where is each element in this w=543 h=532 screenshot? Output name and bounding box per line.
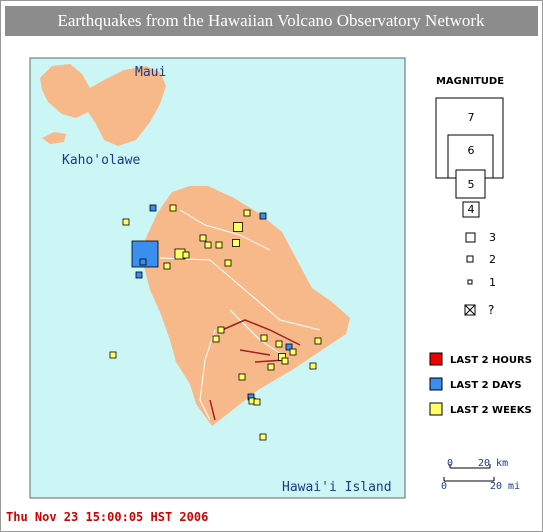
quake-marker	[238, 373, 246, 381]
mag-box	[467, 279, 473, 285]
map: Maui Kaho'olawe Hawai'i Island	[29, 57, 406, 499]
quake-marker	[243, 209, 251, 217]
legend-heading: MAGNITUDE	[436, 76, 504, 87]
scale-label: 20 km	[478, 458, 508, 469]
quake-marker	[224, 259, 232, 267]
quake-marker	[309, 362, 317, 370]
quake-marker	[204, 241, 212, 249]
quake-markers	[109, 204, 322, 441]
quake-marker	[233, 222, 243, 232]
quake-marker	[169, 204, 177, 212]
mag-label: 3	[489, 231, 496, 244]
quake-marker	[253, 398, 261, 406]
quake-marker	[217, 326, 225, 334]
mag-box	[462, 201, 480, 218]
swatch-red	[429, 352, 443, 366]
quake-marker	[267, 363, 275, 371]
mag-label: 7	[468, 111, 475, 124]
quake-marker	[281, 357, 289, 365]
quake-marker	[199, 234, 207, 242]
quake-marker	[182, 251, 190, 259]
lava-flows	[209, 319, 301, 421]
scale-label: 20 mi	[490, 481, 520, 492]
quake-marker	[259, 212, 267, 220]
quake-marker	[122, 218, 130, 226]
quake-marker	[259, 433, 267, 441]
time-label: LAST 2 WEEKS	[450, 405, 532, 416]
island-kahoolawe	[42, 132, 66, 144]
mag-box	[466, 255, 474, 263]
quake-marker	[149, 204, 157, 212]
island-hawaii	[144, 186, 350, 426]
map-label: Maui	[135, 65, 166, 80]
cross	[464, 304, 476, 316]
quake-marker	[314, 337, 322, 345]
map-label: Hawai'i Island	[282, 480, 392, 495]
quake-marker	[135, 271, 143, 279]
mag-label: 4	[468, 203, 475, 216]
mag-label: 5	[468, 178, 475, 191]
scale-bar	[443, 464, 495, 482]
quake-marker	[289, 348, 297, 356]
mag-label: 6	[468, 144, 475, 157]
title: Earthquakes from the Hawaiian Volcano Ob…	[57, 11, 485, 30]
mag-label: 2	[489, 253, 496, 266]
title-bar	[5, 6, 538, 36]
mag-box	[465, 232, 476, 243]
map-label: Kaho'olawe	[62, 153, 140, 168]
quake-marker	[285, 343, 293, 351]
mag-label: ?	[488, 303, 494, 317]
timestamp: Thu Nov 23 15:00:05 HST 2006	[6, 510, 208, 524]
quake-marker	[212, 335, 220, 343]
quake-marker	[275, 340, 283, 348]
time-label: LAST 2 DAYS	[450, 380, 522, 391]
roads	[159, 209, 321, 421]
scale-label: 0	[447, 458, 453, 469]
quake-marker	[139, 258, 147, 266]
legend: MAGNITUDE 7 6 5 4 3 2 1 ? LAST 2 HOURS L…	[429, 76, 532, 492]
time-label: LAST 2 HOURS	[450, 355, 532, 366]
quake-marker	[260, 334, 268, 342]
scale-label: 0	[441, 481, 447, 492]
mag-label: 1	[489, 276, 496, 289]
quake-marker	[163, 262, 171, 270]
swatch-blue	[429, 377, 443, 391]
quake-marker	[109, 351, 117, 359]
quake-marker	[232, 239, 240, 247]
quake-marker	[215, 241, 223, 249]
mag-box	[455, 169, 486, 199]
island-maui	[40, 64, 166, 146]
swatch-yellow	[429, 402, 443, 416]
